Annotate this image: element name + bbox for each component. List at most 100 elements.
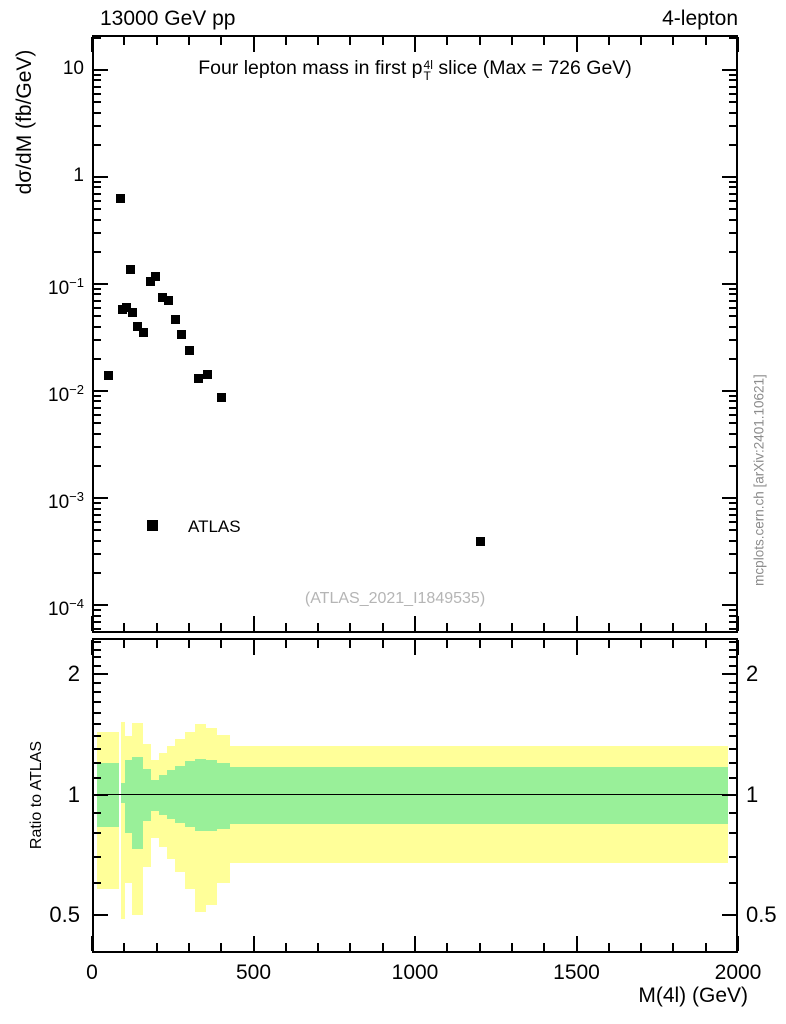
x-minor-tick — [510, 943, 513, 951]
y-minor-tick — [729, 218, 736, 221]
data-point — [217, 393, 227, 403]
x-minor-tick — [284, 623, 287, 631]
ratio-major-tick — [722, 914, 736, 917]
y-minor-tick — [94, 315, 101, 318]
y-minor-tick — [94, 36, 101, 39]
y-minor-tick — [729, 529, 736, 532]
ratio-minor-tick — [729, 882, 736, 885]
ratio-plot-panel — [92, 638, 738, 953]
x-major-tick — [252, 37, 255, 52]
y-major-tick — [94, 283, 108, 286]
x-major-tick — [575, 936, 578, 951]
x-minor-tick — [123, 943, 126, 951]
data-point — [138, 328, 148, 338]
y-minor-tick — [729, 73, 736, 76]
ratio-minor-tick — [94, 648, 101, 651]
ratio-y-tick-label-left: 2 — [67, 660, 80, 686]
y-minor-tick — [729, 502, 736, 505]
x-minor-tick — [123, 623, 126, 631]
y-minor-tick — [94, 446, 101, 449]
y-minor-tick — [94, 143, 101, 146]
y-minor-tick — [729, 231, 736, 234]
ratio-inner-band-bin — [120, 782, 125, 804]
x-minor-tick — [510, 640, 513, 648]
ratio-y-tick-label-right: 2 — [746, 660, 759, 686]
y-minor-tick — [729, 571, 736, 574]
y-minor-tick — [94, 357, 101, 360]
data-point — [132, 322, 142, 332]
x-minor-tick — [349, 623, 352, 631]
x-major-tick — [737, 936, 739, 951]
x-major-tick — [575, 640, 578, 655]
x-minor-tick — [123, 640, 126, 648]
ratio-major-tick — [94, 914, 108, 917]
x-minor-tick — [220, 623, 223, 631]
x-minor-tick — [640, 943, 643, 951]
ratio-minor-tick — [94, 747, 101, 750]
x-minor-tick — [123, 37, 126, 45]
y-minor-tick — [729, 250, 736, 253]
y-minor-tick — [94, 111, 101, 114]
x-minor-tick — [284, 640, 287, 648]
x-minor-tick — [704, 943, 707, 951]
y-minor-tick — [94, 218, 101, 221]
x-tick-label: 2000 — [714, 961, 762, 984]
y-minor-tick — [94, 250, 101, 253]
x-tick-label: 1500 — [553, 961, 600, 984]
y-major-tick — [94, 390, 108, 393]
x-minor-tick — [640, 640, 643, 648]
x-minor-tick — [381, 943, 384, 951]
x-major-tick — [414, 37, 416, 52]
ratio-minor-tick — [729, 747, 736, 750]
main-y-tick-label: 10−4 — [48, 596, 84, 621]
y-minor-tick — [729, 124, 736, 127]
y-minor-tick — [94, 507, 101, 510]
y-minor-tick — [94, 192, 101, 195]
x-minor-tick — [478, 623, 481, 631]
y-minor-tick — [729, 92, 736, 95]
x-minor-tick — [317, 640, 320, 648]
y-minor-tick — [729, 357, 736, 360]
x-minor-tick — [187, 640, 190, 648]
x-minor-tick — [446, 943, 449, 951]
y-minor-tick — [94, 186, 101, 189]
x-minor-tick — [155, 943, 158, 951]
y-minor-tick — [94, 180, 101, 183]
x-minor-tick — [284, 943, 287, 951]
data-point — [171, 314, 181, 324]
y-minor-tick — [729, 36, 736, 39]
x-minor-tick — [510, 37, 513, 45]
ratio-minor-tick — [94, 691, 101, 694]
y-minor-tick — [94, 400, 101, 403]
y-minor-tick — [94, 422, 101, 425]
y-minor-tick — [94, 101, 101, 104]
y-minor-tick — [94, 199, 101, 202]
data-point — [157, 292, 167, 302]
main-y-tick-label: 10−2 — [48, 382, 84, 407]
ratio-reference-line — [94, 793, 736, 796]
ratio-minor-tick — [729, 701, 736, 704]
x-minor-tick — [607, 640, 610, 648]
y-minor-tick — [94, 73, 101, 76]
ratio-minor-tick — [729, 641, 736, 644]
ratio-major-tick — [94, 793, 108, 796]
x-minor-tick — [284, 37, 287, 45]
y-minor-tick — [94, 609, 101, 612]
x-minor-tick — [478, 37, 481, 45]
x-major-tick — [252, 640, 255, 655]
x-minor-tick — [317, 623, 320, 631]
y-minor-tick — [94, 614, 101, 617]
x-minor-tick — [155, 623, 158, 631]
y-minor-tick — [94, 306, 101, 309]
x-minor-tick — [187, 943, 190, 951]
x-minor-tick — [672, 640, 675, 648]
y-minor-tick — [729, 287, 736, 290]
x-major-tick — [737, 640, 739, 655]
ratio-major-tick — [722, 672, 736, 675]
y-minor-tick — [729, 299, 736, 302]
y-minor-tick — [94, 464, 101, 467]
x-minor-tick — [607, 623, 610, 631]
x-axis-title: M(4l) (GeV) — [638, 984, 748, 1007]
y-minor-tick — [729, 85, 736, 88]
